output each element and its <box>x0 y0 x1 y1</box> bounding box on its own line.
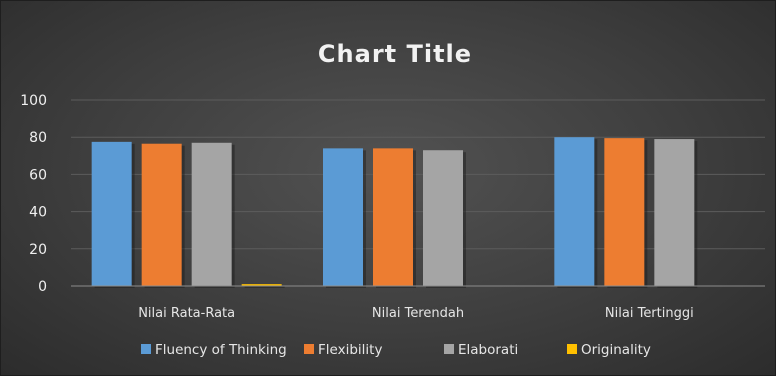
category-label: Nilai Tertinggi <box>605 306 694 321</box>
category-label: Nilai Terendah <box>372 306 464 321</box>
bar-flexibility-1 <box>373 148 413 286</box>
y-tick-label: 100 <box>20 93 47 109</box>
y-tick-label: 0 <box>38 279 47 295</box>
legend-entry: Flexibility <box>318 342 382 358</box>
y-tick-label: 60 <box>29 167 47 183</box>
category-label: Nilai Rata-Rata <box>138 306 235 321</box>
bars <box>91 137 698 288</box>
bar-fluency-of-thinking-1 <box>323 148 363 286</box>
bar-elaborati-1 <box>423 150 463 286</box>
bar-fluency-of-thinking-2 <box>554 137 595 286</box>
bar-flexibility-0 <box>141 143 182 286</box>
legend-swatch <box>567 344 577 354</box>
gridlines <box>71 99 765 250</box>
legend-swatch <box>304 344 314 354</box>
bar-flexibility-2 <box>604 138 645 286</box>
y-tick-label: 20 <box>29 242 47 258</box>
bar-fluency-of-thinking-0 <box>91 141 132 286</box>
bar-originality-0 <box>241 284 282 286</box>
legend-swatch <box>141 344 151 354</box>
legend-entry: Elaborati <box>458 342 518 358</box>
bar-elaborati-2 <box>654 139 695 286</box>
y-tick-label: 40 <box>29 205 47 221</box>
legend-entry: Fluency of Thinking <box>155 342 287 358</box>
legend-entry: Originality <box>581 342 651 358</box>
chart-title: Chart Title <box>318 40 472 68</box>
legend-swatch <box>444 344 454 354</box>
y-tick-label: 80 <box>29 130 47 146</box>
legend: Fluency of Thinking Flexibility Elaborati O… <box>141 342 651 358</box>
category-labels: Nilai Rata-Rata Nilai Terendah Nilai Terti… <box>138 306 694 321</box>
bar-shadow <box>244 286 285 288</box>
y-axis-ticks: 0 20 40 60 80 100 <box>20 93 47 295</box>
bar-elaborati-0 <box>191 142 232 286</box>
